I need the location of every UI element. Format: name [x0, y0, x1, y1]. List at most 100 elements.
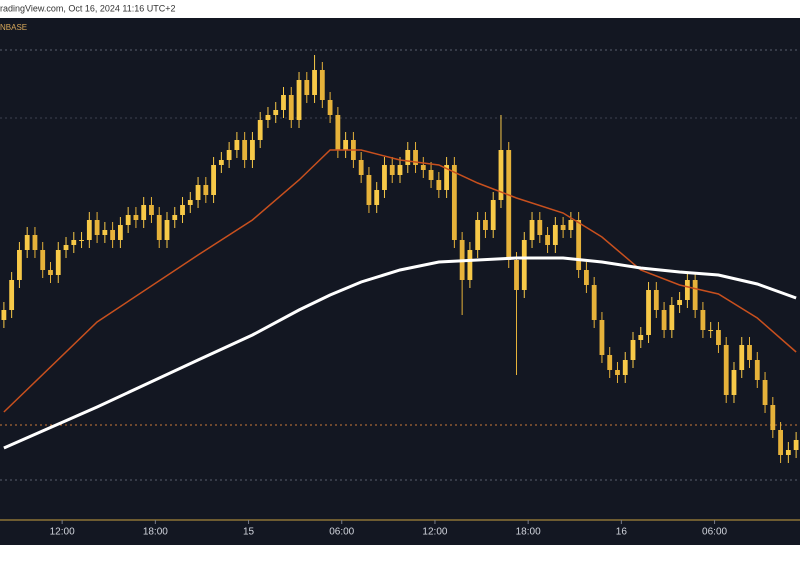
candle-body — [506, 150, 512, 260]
candle-body — [164, 220, 170, 240]
candle-body — [584, 270, 589, 285]
candle-body — [576, 220, 582, 270]
x-tick-label: 12:00 — [50, 527, 75, 538]
candle-body — [389, 165, 395, 175]
candle-body — [708, 330, 714, 331]
candle-body — [700, 310, 706, 330]
candle-body — [397, 165, 403, 175]
candle-body — [63, 245, 69, 250]
candle-body — [677, 300, 683, 305]
candle-body — [343, 140, 349, 150]
candle-body — [102, 230, 108, 235]
candle-body — [762, 380, 768, 405]
candle-body — [203, 185, 209, 195]
x-tick-label: 15 — [243, 527, 255, 538]
x-tick-label: 16 — [616, 527, 628, 538]
candle-body — [234, 140, 240, 150]
candle-body — [514, 260, 519, 290]
moving-average — [3, 149, 797, 413]
candle-body — [110, 230, 116, 240]
time-axis — [0, 520, 800, 545]
candle-body — [281, 95, 286, 110]
candle-body — [94, 220, 100, 235]
candle-body — [451, 165, 457, 240]
candle-body — [288, 95, 294, 120]
candle-body — [552, 225, 558, 245]
candle-body — [537, 220, 543, 235]
candle-body — [785, 450, 791, 455]
candle-body — [692, 280, 698, 310]
candle-body — [436, 180, 442, 190]
candle-body — [133, 215, 139, 220]
candle-body — [273, 110, 279, 115]
x-tick-label: 06:00 — [329, 527, 354, 538]
candle-body — [630, 340, 636, 360]
candle-body — [226, 150, 232, 160]
source-text: radingView.com, Oct 16, 2024 11:16 UTC+2 — [0, 3, 176, 13]
candle-body — [498, 150, 504, 200]
candle-body — [32, 235, 38, 250]
candle-body — [716, 330, 721, 345]
candle-body — [646, 290, 651, 335]
candle-body — [560, 225, 566, 230]
candle-body — [312, 70, 317, 95]
candle-body — [723, 345, 729, 395]
candle-body — [405, 150, 411, 165]
candle-body — [622, 360, 628, 375]
candle-body — [754, 360, 760, 380]
candle-body — [615, 370, 620, 375]
candle-body — [607, 355, 613, 370]
candle-body — [684, 280, 690, 300]
plot: 12:00 18:00 15 06:00 12:00 18:00 16 06:00 — [0, 49, 800, 538]
candle-body — [24, 235, 30, 250]
candle-body — [793, 440, 799, 450]
moving-average — [3, 256, 797, 450]
candle-body — [55, 250, 61, 275]
candle-body — [257, 120, 263, 140]
candle-body — [731, 370, 737, 395]
candle-body — [599, 320, 605, 355]
candle-body — [149, 205, 154, 215]
candle-body — [156, 215, 162, 240]
candle-body — [770, 405, 776, 430]
candle-body — [413, 150, 418, 165]
candle-body — [545, 235, 550, 245]
candle-body — [17, 250, 22, 280]
candle-body — [529, 220, 535, 240]
candle-body — [335, 115, 341, 150]
candle-body — [420, 165, 426, 170]
candle-body — [319, 70, 325, 100]
candle-body — [467, 250, 473, 280]
candle-body — [172, 215, 178, 220]
candle-body — [444, 165, 450, 190]
candle-body — [669, 305, 675, 330]
candle-body — [483, 220, 488, 230]
candle-body — [475, 220, 481, 250]
x-tick-label: 12:00 — [422, 527, 447, 538]
candle-body — [250, 140, 255, 160]
candle-body — [141, 205, 147, 220]
candle-body — [296, 80, 302, 120]
candle-body — [71, 240, 77, 245]
candle-body — [187, 200, 193, 205]
x-tick-label: 18:00 — [143, 527, 168, 538]
candle-body — [591, 285, 597, 320]
candle-body — [778, 430, 783, 455]
candle-body — [747, 345, 752, 360]
x-tick-label: 06:00 — [702, 527, 727, 538]
candle-body — [195, 185, 201, 200]
candle-body — [40, 250, 46, 270]
candle-body — [739, 345, 745, 370]
candle-body — [638, 335, 644, 340]
header-bar — [0, 0, 800, 18]
candle-body — [9, 280, 15, 310]
candle-body — [521, 240, 527, 290]
candle-body — [304, 80, 310, 95]
candle-body — [1, 310, 7, 320]
candle-body — [218, 160, 224, 165]
candle-body — [125, 215, 131, 225]
candle-body — [366, 175, 372, 205]
candle-body — [79, 240, 84, 241]
